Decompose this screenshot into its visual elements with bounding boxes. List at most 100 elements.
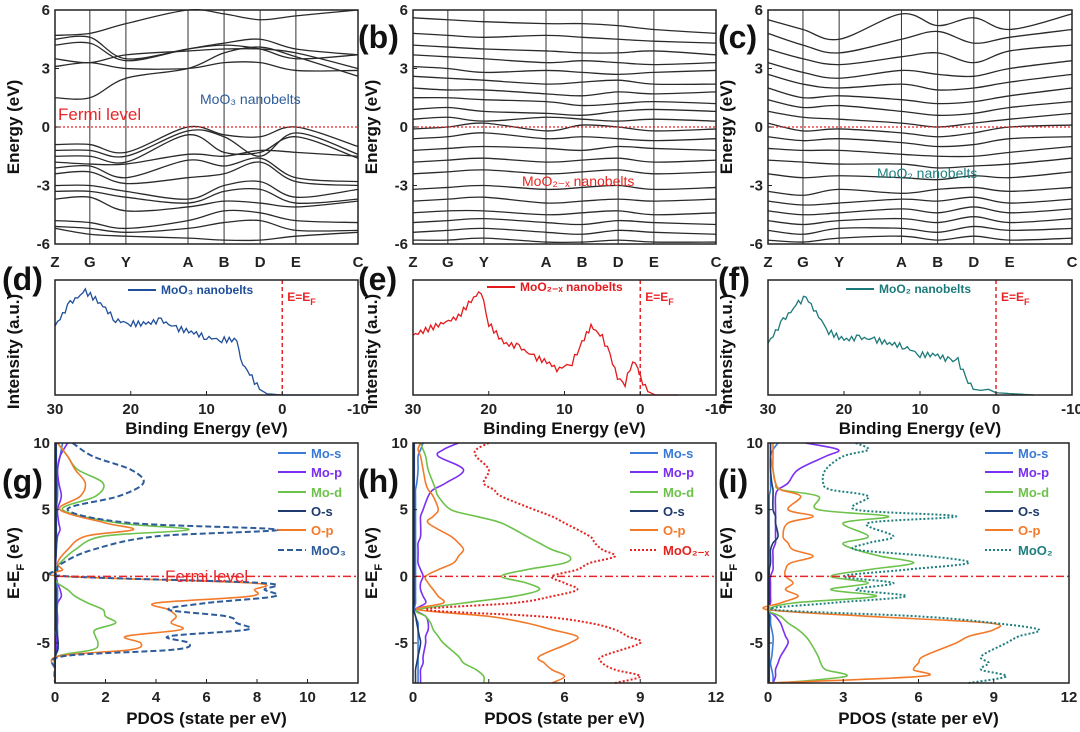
x-tick-label: 0 <box>764 689 772 706</box>
y-tick-label: 0 <box>42 568 50 585</box>
kpoint-label: G <box>442 254 454 271</box>
legend-label: MoO₂₋ₓ <box>663 543 710 558</box>
x-tick-label: 12 <box>350 689 367 706</box>
legend-label: Mo-s <box>311 446 341 461</box>
y-label-main: E-E <box>362 571 381 599</box>
band-line <box>412 75 717 86</box>
band-line <box>412 184 717 191</box>
x-tick-label: 10 <box>912 401 929 418</box>
y-tick-label: -5 <box>395 635 408 652</box>
y-label-main: E-E <box>4 571 23 599</box>
y-label-unit: (eV) <box>362 527 381 564</box>
pdos-line-moo2 <box>769 442 1041 684</box>
pdos-panel-i: (i) Mo-s Mo-p Mo-d O-s O-p MoO₂ 0 3 6 9 12 10 5 0 -5 PDO… <box>717 435 1077 728</box>
spectrum-line <box>767 295 1035 396</box>
x-tick-label: 6 <box>560 689 568 706</box>
x-tick-label: -10 <box>1061 401 1080 418</box>
band-line <box>54 129 359 158</box>
y-tick-label: 0 <box>755 568 763 585</box>
band-line <box>412 145 717 152</box>
panel-letter: (f) <box>718 261 750 297</box>
pdos-panel-g: (g) Mo-s Mo-p Mo-d O-s O-p MoO₃ Fermi level 0 2 4 6… <box>2 435 366 728</box>
legend-label: O-s <box>1018 504 1040 519</box>
y-tick-label: 3 <box>755 61 763 78</box>
ef-main: E=E <box>1001 290 1024 304</box>
y-tick-label: 3 <box>400 61 408 78</box>
y-tick-label: -5 <box>750 635 763 652</box>
x-tick-label: -10 <box>347 401 369 418</box>
y-label-unit: (eV) <box>4 527 23 564</box>
kpoint-label: E <box>1005 254 1015 271</box>
y-tick-label: -3 <box>37 178 50 195</box>
x-tick-label: 20 <box>836 401 853 418</box>
y-axis-label: Intensity (a.u.) <box>717 294 736 409</box>
y-label-subscript: F <box>373 564 385 571</box>
material-label: MoO₃ nanobelts <box>200 91 301 107</box>
x-tick-label: 4 <box>152 689 161 706</box>
legend-label: MoO₂ <box>1018 543 1053 558</box>
y-tick-label: -3 <box>395 178 408 195</box>
band-line <box>767 186 1073 196</box>
y-tick-label: 0 <box>400 119 408 136</box>
y-label-unit: (eV) <box>717 527 736 564</box>
panel-letter: (b) <box>358 19 399 55</box>
x-tick-label: 10 <box>556 401 573 418</box>
y-tick-label: -6 <box>395 236 408 253</box>
band-line <box>412 157 717 163</box>
kpoint-label: G <box>84 254 96 271</box>
x-tick-label: 0 <box>278 401 286 418</box>
legend-label: Mo-d <box>311 485 342 500</box>
legend-label: O-p <box>663 523 685 538</box>
x-axis-label: Binding Energy (eV) <box>483 419 645 438</box>
x-tick-label: 12 <box>708 689 725 706</box>
kpoint-label: D <box>968 254 979 271</box>
band-line <box>412 132 717 142</box>
x-tick-label: 10 <box>198 401 215 418</box>
kpoint-label: D <box>613 254 624 271</box>
fermi-level-label: Fermi level <box>58 105 141 124</box>
band-line <box>412 169 717 175</box>
x-tick-label: 0 <box>636 401 644 418</box>
band-line <box>767 225 1073 235</box>
x-tick-label: 6 <box>914 689 922 706</box>
spectrum-panel-d: (d) 30 20 10 0 -10 Binding Energy (eV) Intensit… <box>2 261 369 438</box>
legend-label: MoO₃ nanobelts <box>161 283 254 297</box>
pdos-line-moo2-x <box>424 442 643 684</box>
panel-letter: (d) <box>2 261 43 297</box>
band-line <box>767 216 1073 226</box>
pdos-line-mo-d <box>53 442 190 684</box>
spectrum-line <box>412 290 679 396</box>
ef-subscript: F <box>1024 297 1030 307</box>
legend-label: MoO₂ nanobelts <box>879 282 971 296</box>
ef-subscript: F <box>310 297 316 307</box>
y-tick-label: 0 <box>755 119 763 136</box>
x-axis-label: PDOS (state per eV) <box>838 709 999 728</box>
fermi-energy-label: E=EF <box>1001 290 1030 307</box>
band-line <box>767 73 1073 91</box>
panel-letter: (g) <box>2 463 43 499</box>
x-tick-label: 0 <box>51 689 59 706</box>
x-tick-label: 3 <box>839 689 847 706</box>
band-line <box>412 227 717 235</box>
band-line <box>54 195 359 212</box>
band-line <box>412 196 717 204</box>
band-line <box>412 106 717 116</box>
band-line <box>54 8 359 36</box>
kpoint-label: E <box>291 254 301 271</box>
band-line <box>767 99 1073 117</box>
pdos-line-mo-d <box>415 442 572 684</box>
x-tick-label: 0 <box>409 689 417 706</box>
x-axis-label: PDOS (state per eV) <box>484 709 645 728</box>
band-line <box>54 134 359 164</box>
band-line <box>767 196 1073 206</box>
band-line <box>54 47 359 70</box>
y-tick-label: 3 <box>42 61 50 78</box>
band-line <box>54 46 359 100</box>
band-structure-panel-b: (b) Z G Y A B D E C 6 3 0 -3 -6 Energy (eV) MoO₂₋ₓ nano… <box>358 2 722 271</box>
kpoint-label: Y <box>834 254 844 271</box>
legend-label: O-s <box>311 504 333 519</box>
y-tick-label: 5 <box>755 502 763 519</box>
legend-label: O-p <box>1018 523 1040 538</box>
y-axis-label: E-EF (eV) <box>4 527 27 599</box>
x-tick-label: 12 <box>1061 689 1078 706</box>
